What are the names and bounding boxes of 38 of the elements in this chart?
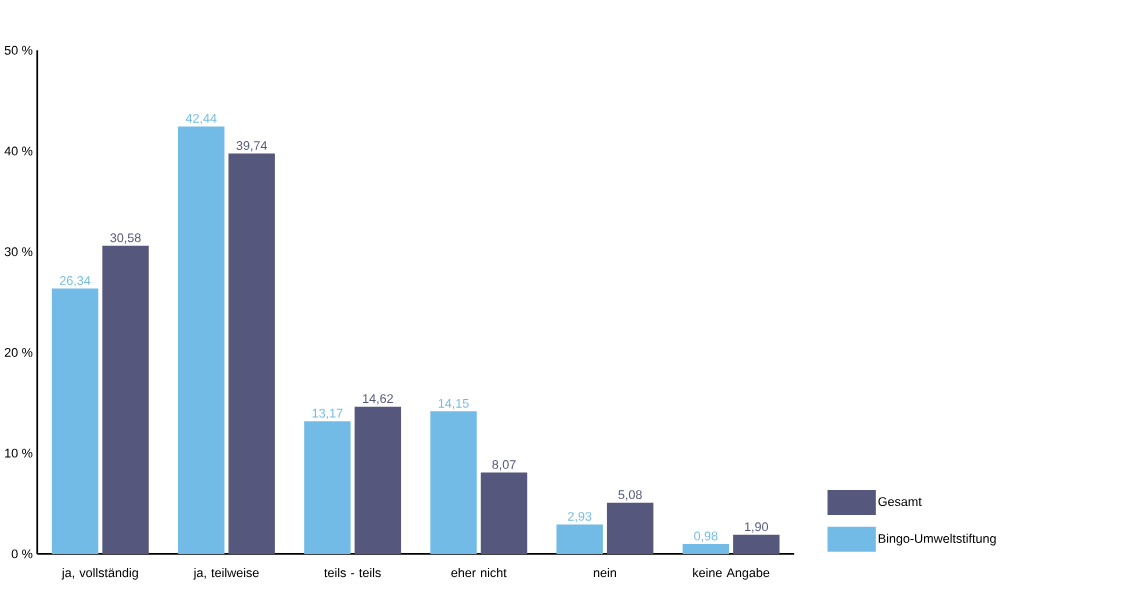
data-label: 14,15 <box>438 399 469 410</box>
y-tick-label: 40 % <box>4 146 33 156</box>
data-label: 13,17 <box>312 408 343 420</box>
x-tick-label: ja, vollständig <box>61 568 138 580</box>
y-tick-label: 10 % <box>5 448 33 458</box>
y-tick-label: 30 % <box>4 247 33 257</box>
x-tick-label: ja, teilweise <box>193 568 259 580</box>
data-label: 2,93 <box>568 511 592 523</box>
x-tick-label: teils - teils <box>324 568 381 578</box>
bar <box>682 544 730 554</box>
data-label: 30,58 <box>110 233 141 244</box>
legend-label: Bingo-Umweltstiftung <box>878 533 996 546</box>
bar <box>51 288 99 554</box>
data-label: 42,44 <box>185 113 217 125</box>
data-label: 5,08 <box>618 490 642 501</box>
data-label: 14,62 <box>363 394 393 405</box>
bar <box>228 153 275 554</box>
x-tick-label: nein <box>593 568 616 578</box>
x-tick-label: eher nicht <box>451 568 507 578</box>
bar <box>733 534 780 554</box>
data-label: 39,74 <box>236 141 268 152</box>
bar <box>606 502 654 554</box>
bar <box>178 126 225 554</box>
x-tick-label: keine Angabe <box>693 568 770 580</box>
bar <box>556 524 603 554</box>
y-tick-label: 20 % <box>4 348 33 357</box>
data-label: 0,98 <box>694 531 718 542</box>
data-label: 8,07 <box>492 460 516 471</box>
data-label: 1,90 <box>745 522 769 533</box>
bar <box>102 245 149 554</box>
bar <box>304 421 351 554</box>
y-tick-label: 0 % <box>11 549 33 559</box>
y-tick-label: 50 % <box>4 45 33 55</box>
bar <box>430 411 477 554</box>
legend-label: Gesamt <box>878 497 922 507</box>
data-label: 26,34 <box>59 276 91 287</box>
bar <box>354 406 402 554</box>
bar <box>480 472 528 554</box>
